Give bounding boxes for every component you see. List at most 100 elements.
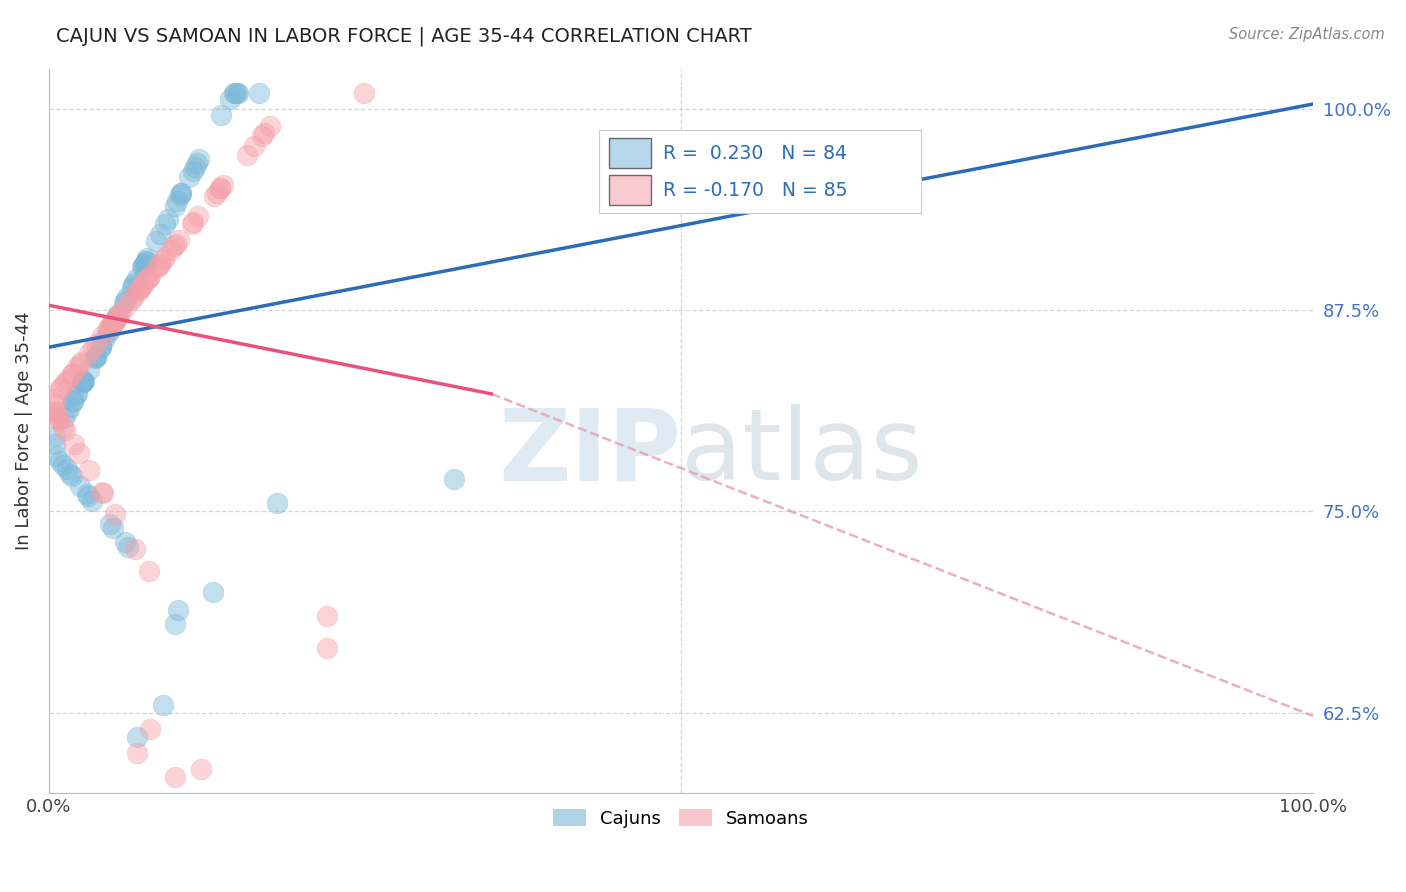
- Point: [247, 86, 270, 100]
- Point: [69, 479, 91, 493]
- Point: [70, 355, 93, 369]
- Point: [62, 393, 84, 408]
- Point: [114, 535, 136, 549]
- Point: [70, 376, 93, 391]
- Point: [52, 411, 75, 425]
- Point: [165, 617, 187, 632]
- Point: [44, 428, 66, 442]
- Point: [115, 299, 138, 313]
- Point: [163, 239, 186, 253]
- Point: [44, 437, 66, 451]
- Point: [127, 284, 149, 298]
- Point: [104, 311, 127, 326]
- Point: [190, 762, 212, 776]
- Point: [82, 341, 104, 355]
- Point: [153, 217, 176, 231]
- Point: [124, 276, 146, 290]
- Point: [91, 328, 114, 343]
- Point: [180, 217, 202, 231]
- Point: [266, 496, 288, 510]
- Point: [165, 770, 187, 784]
- Point: [316, 609, 339, 624]
- Point: [76, 487, 98, 501]
- Point: [62, 437, 84, 451]
- Point: [181, 215, 204, 229]
- Point: [98, 323, 121, 337]
- Point: [148, 259, 170, 273]
- Point: [77, 346, 100, 360]
- Point: [122, 290, 145, 304]
- Point: [56, 405, 79, 419]
- Point: [163, 198, 186, 212]
- Point: [60, 367, 83, 381]
- Point: [149, 257, 172, 271]
- Point: [202, 189, 225, 203]
- Point: [44, 405, 66, 419]
- Point: [96, 323, 118, 337]
- Point: [132, 258, 155, 272]
- Point: [218, 93, 240, 107]
- Point: [48, 413, 70, 427]
- Point: [353, 86, 375, 100]
- Point: [46, 411, 69, 425]
- Point: [60, 469, 83, 483]
- Point: [105, 310, 128, 325]
- Point: [134, 256, 156, 270]
- Point: [128, 282, 150, 296]
- Text: atlas: atlas: [681, 404, 922, 501]
- Point: [100, 318, 122, 332]
- Y-axis label: In Labor Force | Age 35-44: In Labor Force | Age 35-44: [15, 311, 32, 550]
- Point: [155, 250, 177, 264]
- Point: [84, 351, 107, 366]
- Point: [101, 521, 124, 535]
- Point: [105, 310, 128, 325]
- Point: [72, 374, 94, 388]
- Point: [136, 272, 159, 286]
- Point: [84, 351, 107, 365]
- Point: [104, 508, 127, 522]
- Point: [52, 420, 75, 434]
- Point: [48, 453, 70, 467]
- Point: [90, 341, 112, 355]
- Point: [146, 260, 169, 274]
- Point: [91, 485, 114, 500]
- Point: [107, 309, 129, 323]
- Point: [55, 462, 77, 476]
- Point: [183, 160, 205, 174]
- Point: [166, 194, 188, 209]
- Point: [117, 540, 139, 554]
- Point: [129, 280, 152, 294]
- Point: [65, 388, 87, 402]
- Point: [202, 585, 225, 599]
- Point: [77, 463, 100, 477]
- Point: [103, 315, 125, 329]
- Point: [84, 336, 107, 351]
- Point: [79, 362, 101, 376]
- Point: [53, 423, 76, 437]
- Point: [222, 86, 245, 100]
- Point: [90, 339, 112, 353]
- Point: [149, 227, 172, 241]
- Point: [170, 186, 193, 201]
- Point: [90, 341, 112, 355]
- Point: [205, 186, 228, 200]
- Point: [165, 237, 187, 252]
- Point: [72, 374, 94, 388]
- Point: [44, 392, 66, 406]
- Point: [135, 253, 157, 268]
- Point: [226, 86, 249, 100]
- Point: [159, 244, 181, 258]
- Point: [112, 296, 135, 310]
- Point: [139, 269, 162, 284]
- Point: [107, 308, 129, 322]
- Point: [51, 380, 73, 394]
- Point: [139, 722, 162, 736]
- Point: [59, 467, 82, 481]
- Point: [58, 401, 80, 415]
- Point: [56, 372, 79, 386]
- Point: [132, 259, 155, 273]
- Point: [167, 233, 190, 247]
- Point: [209, 181, 232, 195]
- Point: [138, 564, 160, 578]
- Point: [179, 170, 201, 185]
